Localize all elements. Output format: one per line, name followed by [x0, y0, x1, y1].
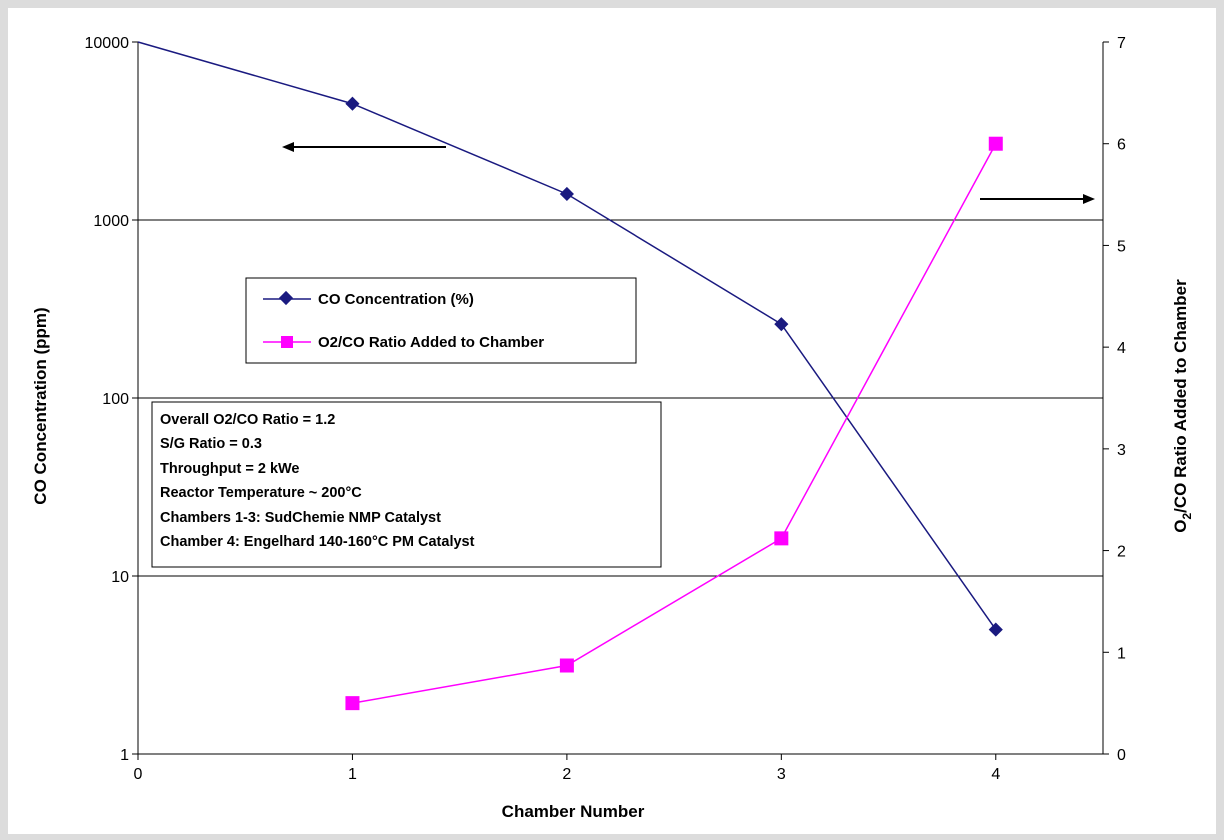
- y-left-tick-label: 10000: [85, 35, 130, 52]
- y-right-axis-title: O2/CO Ratio Added to Chamber: [1171, 279, 1194, 533]
- left-arrow-head: [282, 142, 294, 152]
- legend-marker-o2: [281, 336, 293, 348]
- series-line-2: [352, 143, 997, 704]
- legend-label-o2: O2/CO Ratio Added to Chamber: [318, 334, 544, 351]
- data-point-o2: [345, 696, 360, 711]
- data-point-co: [345, 96, 360, 111]
- y-left-tick-label: 100: [102, 391, 129, 408]
- legend-label-co: CO Concentration (%): [318, 291, 474, 308]
- series-layer: [137, 41, 1003, 711]
- y-left-tick-label: 10: [111, 569, 129, 586]
- data-point-o2: [559, 658, 574, 673]
- annotation-frame: [151, 401, 662, 568]
- y-right-tick-label: 3: [1117, 442, 1126, 459]
- y-right-tick-label: 2: [1117, 544, 1126, 561]
- y-right-title-sub: 2: [1180, 513, 1194, 520]
- x-tick-label: 2: [562, 766, 571, 783]
- x-tick-label: 0: [134, 766, 143, 783]
- y-left-tick-label: 1000: [93, 213, 129, 230]
- data-point-co: [988, 622, 1003, 637]
- x-tick-label: 3: [777, 766, 786, 783]
- data-point-o2: [988, 136, 1003, 151]
- y-right-title-main: O: [1171, 520, 1190, 533]
- annotation-line-1: Overall O2/CO Ratio = 1.2: [160, 412, 335, 428]
- y-right-title-rest: /CO Ratio Added to Chamber: [1171, 279, 1190, 513]
- annotation-line-3: Throughput = 2 kWe: [160, 461, 300, 477]
- data-point-o2: [774, 531, 789, 546]
- gridlines: [138, 219, 1103, 577]
- data-point-co: [559, 186, 574, 202]
- annotation-line-6: Chamber 4: Engelhard 140-160°C PM Cataly…: [160, 534, 475, 550]
- y-right-tick-label: 7: [1117, 35, 1126, 52]
- x-axis-title: Chamber Number: [502, 802, 645, 821]
- y-right-tick-label: 6: [1117, 137, 1126, 154]
- legend-box: [245, 277, 637, 364]
- data-point-co: [774, 317, 789, 332]
- annotation-box: Overall O2/CO Ratio = 1.2 S/G Ratio = 0.…: [151, 401, 662, 568]
- y-left-tick-label: 1: [120, 747, 129, 764]
- y-left-axis-title: CO Concentration (ppm): [31, 307, 50, 504]
- annotation-line-4: Reactor Temperature ~ 200°C: [160, 485, 362, 501]
- y-right-tick-label: 1: [1117, 645, 1126, 662]
- annotation-line-2: S/G Ratio = 0.3: [160, 436, 262, 452]
- x-tick-label: 1: [348, 766, 357, 783]
- chart-frame: 0 1 2 3 4 1 10 100 1000 10000 0 1 2 3 4 5 6 7 CO Concentr…: [8, 8, 1216, 834]
- legend: CO Concentration (%) O2/CO Ratio Added t…: [245, 277, 637, 364]
- y-right-tick-label: 0: [1117, 747, 1126, 764]
- legend-marker-co: [278, 290, 294, 306]
- arrows-layer: [282, 142, 1095, 204]
- right-arrow-head: [1083, 194, 1095, 204]
- annotation-line-5: Chambers 1-3: SudChemie NMP Catalyst: [160, 510, 441, 526]
- y-right-tick-label: 4: [1117, 340, 1126, 357]
- y-right-tick-label: 5: [1117, 238, 1126, 255]
- x-tick-label: 4: [991, 766, 1000, 783]
